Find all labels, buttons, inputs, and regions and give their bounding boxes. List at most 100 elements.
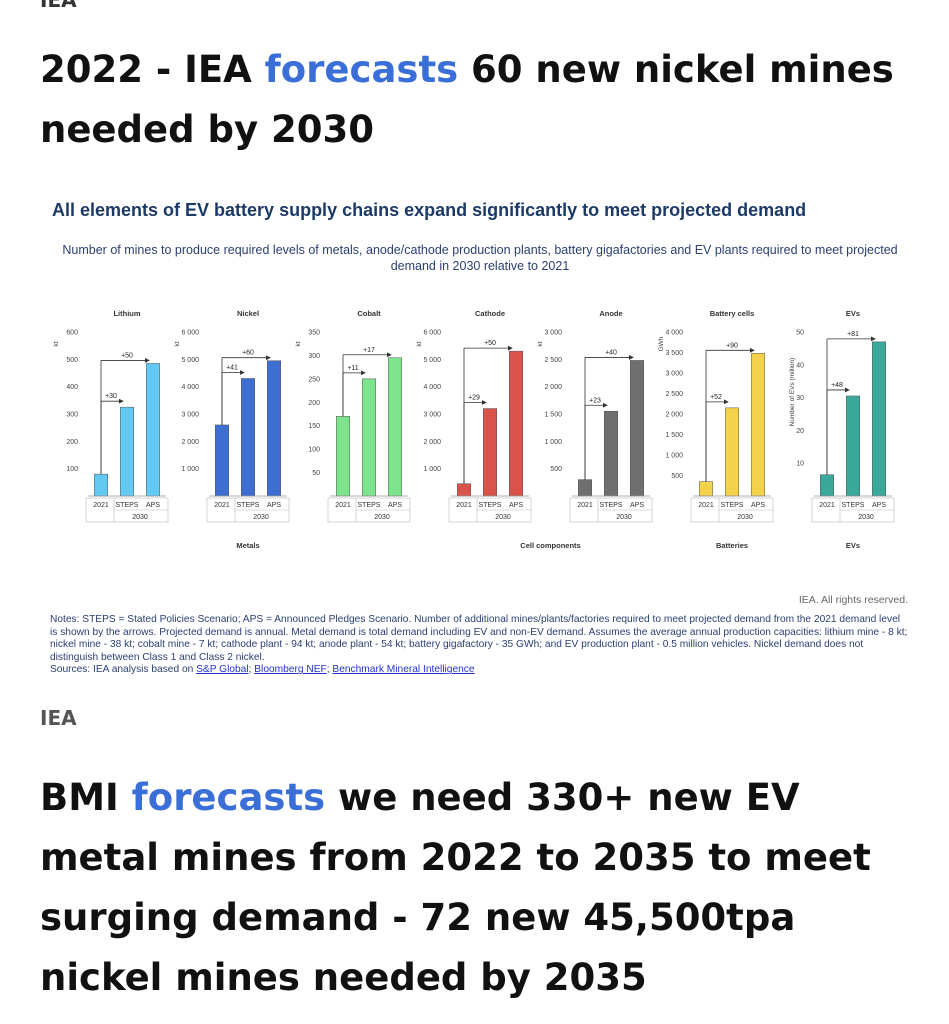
bar [508,350,524,497]
bar [724,407,740,497]
arrow-label: +60 [242,350,254,357]
panel-unit: kt [295,341,302,346]
category-group-label: 2030 [737,514,753,521]
panel-title: EVs [846,309,860,318]
tick-label: 30 [796,395,804,402]
tick-label: 1 000 [665,453,683,460]
tick-label: 2 500 [665,391,683,398]
tick-label: 300 [66,412,78,419]
tick-label: 4 000 [181,384,199,391]
tick-label: 2 000 [544,384,562,391]
category-group-label: 2030 [616,514,632,521]
category-label: APS [872,502,886,509]
panel-title: Battery cells [710,309,755,318]
arrow-label: +17 [363,347,375,354]
bar [335,416,351,497]
iea-figure: All elements of EV battery supply chains… [40,186,920,690]
tick-label: 300 [308,353,320,360]
source-label: IEA [40,706,77,730]
tick-label: 50 [796,330,804,337]
bar [482,408,498,497]
panel-title: Lithium [113,309,140,318]
category-label: 2021 [93,502,109,509]
bar [698,481,714,497]
top-source-label: IEA [40,0,77,12]
category-group-label: 2030 [253,514,269,521]
tick-label: 6 000 [181,330,199,337]
category-label: APS [630,502,644,509]
arrow-label: +11 [347,365,358,372]
bar [750,353,766,497]
panel-unit: kt [416,341,423,346]
tick-label: 3 000 [665,371,683,378]
tick-label: 2 000 [423,439,441,446]
bar [145,363,161,497]
source-link-bloomberg-nef[interactable]: Bloomberg NEF [254,664,327,676]
category-label: STEPS [358,502,381,509]
panel-unit: GWh [658,336,665,351]
arrow-label: +50 [121,352,133,359]
tick-label: 6 000 [423,330,441,337]
bar [871,341,887,497]
panel-title: Anode [599,309,622,318]
headline-iea-forecasts-link[interactable]: forecasts [264,48,459,91]
figure-rights: IEA. All rights reserved. [798,594,908,606]
arrow-label: +81 [847,331,859,338]
tick-label: 200 [66,439,78,446]
tick-label: 100 [308,447,320,454]
arrow-label: +48 [831,382,843,389]
headline-bmi: BMI forecasts we need 330+ new EV metal … [40,768,920,1008]
tick-label: 200 [308,400,320,407]
bar [387,357,403,497]
category-group-label: 2030 [374,514,390,521]
category-group-label: 2030 [495,514,511,521]
bar [266,360,282,497]
group-label: Cell components [520,541,580,550]
bar [93,473,109,497]
source-link-benchmark[interactable]: Benchmark Mineral Intelligence [332,664,475,676]
category-label: 2021 [214,502,230,509]
category-group-label: 2030 [858,514,874,521]
tick-label: 350 [308,330,320,337]
panel-unit: kt [174,341,181,346]
arrow-label: +41 [226,364,238,371]
headline-bmi-prefix: BMI [40,776,132,819]
bar [819,474,835,497]
group-label: Metals [236,541,259,550]
bar [361,378,377,497]
category-label: STEPS [116,502,139,509]
tick-label: 4 000 [423,384,441,391]
headline-iea-prefix: 2022 - IEA [40,48,265,91]
category-label: STEPS [479,502,502,509]
category-label: 2021 [456,502,472,509]
tick-label: 500 [66,357,78,364]
group-label: EVs [846,541,860,550]
tick-label: 250 [308,376,320,383]
bar [240,378,256,497]
headline-iea-suffix: 60 new nickel mines needed by 2030 [40,48,894,151]
category-label: STEPS [721,502,744,509]
panel-unit: kt [53,341,60,346]
tick-label: 20 [796,428,804,435]
arrow-label: +50 [484,340,496,347]
tick-label: 50 [312,470,320,477]
arrow-label: +30 [105,393,117,400]
headline-bmi-forecasts-link[interactable]: forecasts [131,776,326,819]
tick-label: 1 000 [181,466,199,473]
tick-label: 5 000 [423,357,441,364]
bar [456,483,472,497]
source-link-sp-global[interactable]: S&P Global [196,664,249,676]
tick-label: 3 500 [665,350,683,357]
arrow-label: +90 [726,342,738,349]
headline-bmi-suffix: we need 330+ new EV metal mines from 202… [40,776,871,999]
tick-label: 3 000 [544,330,562,337]
panel-unit: Number of EVs (million) [789,358,796,427]
arrow-label: +23 [589,397,601,404]
category-label: 2021 [819,502,835,509]
panel-unit: kt [537,341,544,346]
panel-title: Cathode [475,309,505,318]
category-label: APS [267,502,281,509]
tick-label: 1 000 [544,439,562,446]
tick-label: 1 500 [544,412,562,419]
arrow-label: +29 [468,395,480,402]
